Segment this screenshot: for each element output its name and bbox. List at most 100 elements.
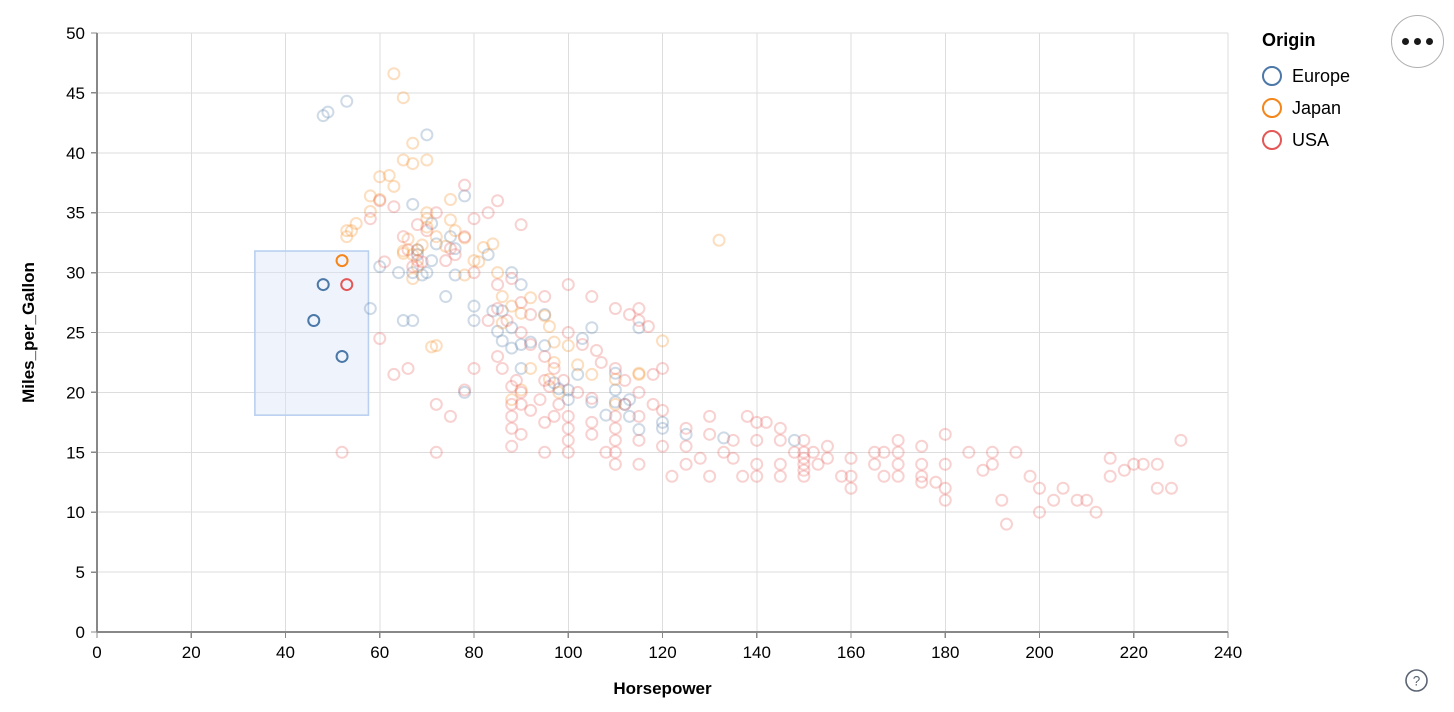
- data-point[interactable]: [448, 268, 462, 282]
- data-point[interactable]: [632, 366, 646, 380]
- data-point[interactable]: [679, 427, 693, 441]
- data-point[interactable]: [500, 314, 514, 328]
- data-point[interactable]: [599, 408, 613, 422]
- data-point[interactable]: [491, 324, 505, 338]
- data-point[interactable]: [585, 427, 599, 441]
- data-point[interactable]: [505, 299, 519, 313]
- data-point[interactable]: [656, 439, 669, 453]
- data-point[interactable]: [665, 469, 679, 483]
- data-point[interactable]: [316, 109, 330, 123]
- data-point[interactable]: [618, 373, 632, 387]
- data-point[interactable]: [547, 335, 561, 349]
- data-point[interactable]: [844, 451, 858, 465]
- data-point[interactable]: [1056, 481, 1070, 495]
- data-point[interactable]: [458, 189, 472, 203]
- legend-item-japan[interactable]: Japan: [1262, 92, 1432, 124]
- data-point[interactable]: [396, 314, 410, 328]
- data-point[interactable]: [844, 469, 858, 483]
- data-point[interactable]: [420, 220, 434, 234]
- data-point[interactable]: [406, 272, 420, 286]
- data-point[interactable]: [406, 136, 420, 150]
- data-point[interactable]: [387, 179, 401, 193]
- data-point[interactable]: [632, 321, 646, 335]
- data-point[interactable]: [429, 230, 443, 244]
- data-point[interactable]: [868, 457, 882, 471]
- data-point[interactable]: [514, 278, 528, 292]
- data-point[interactable]: [985, 457, 999, 471]
- data-point[interactable]: [1103, 469, 1117, 483]
- data-point[interactable]: [561, 433, 575, 447]
- data-point[interactable]: [608, 421, 622, 435]
- data-point[interactable]: [820, 439, 834, 453]
- data-point[interactable]: [491, 266, 505, 280]
- data-point[interactable]: [561, 383, 575, 397]
- data-point[interactable]: [773, 421, 787, 435]
- data-point[interactable]: [524, 337, 538, 351]
- data-point[interactable]: [472, 255, 486, 269]
- data-point[interactable]: [505, 409, 519, 423]
- data-point[interactable]: [524, 403, 538, 417]
- data-point[interactable]: [797, 433, 811, 447]
- data-point[interactable]: [995, 493, 1009, 507]
- data-point[interactable]: [632, 423, 646, 437]
- data-point[interactable]: [750, 415, 764, 429]
- data-point[interactable]: [387, 67, 401, 81]
- data-point[interactable]: [797, 469, 811, 483]
- data-point[interactable]: [835, 469, 849, 483]
- data-point[interactable]: [712, 233, 726, 247]
- data-point[interactable]: [321, 105, 335, 119]
- data-point[interactable]: [608, 397, 622, 411]
- data-point[interactable]: [425, 340, 439, 354]
- data-point[interactable]: [985, 445, 999, 459]
- legend-item-europe[interactable]: Europe: [1262, 60, 1432, 92]
- data-point[interactable]: [585, 367, 599, 381]
- data-point[interactable]: [561, 393, 575, 407]
- data-point[interactable]: [396, 244, 410, 258]
- data-point[interactable]: [750, 469, 764, 483]
- data-point[interactable]: [561, 421, 575, 435]
- data-point[interactable]: [420, 224, 434, 238]
- data-point[interactable]: [608, 383, 622, 397]
- data-point[interactable]: [373, 331, 387, 345]
- data-point[interactable]: [585, 321, 599, 335]
- data-point[interactable]: [340, 224, 354, 238]
- data-point[interactable]: [505, 266, 519, 280]
- data-point[interactable]: [632, 367, 646, 381]
- data-point[interactable]: [467, 266, 481, 280]
- data-point[interactable]: [429, 206, 443, 220]
- data-point[interactable]: [787, 445, 801, 459]
- brush-selection-rect[interactable]: [254, 250, 370, 416]
- scatter-plot-svg[interactable]: 0 20 40 60 80 100 120 140 160 180 200 220 240 0 5 10 15 2…: [0, 0, 1250, 712]
- data-point[interactable]: [656, 421, 669, 435]
- data-point[interactable]: [514, 337, 528, 351]
- data-point[interactable]: [448, 248, 462, 262]
- data-point[interactable]: [585, 391, 599, 405]
- data-point[interactable]: [773, 433, 787, 447]
- data-point[interactable]: [632, 302, 646, 316]
- data-point[interactable]: [410, 243, 424, 257]
- data-point[interactable]: [717, 431, 731, 445]
- data-point[interactable]: [349, 216, 363, 230]
- data-point[interactable]: [392, 266, 406, 280]
- data-point[interactable]: [458, 385, 472, 399]
- data-point[interactable]: [429, 339, 443, 353]
- data-point[interactable]: [1089, 505, 1103, 519]
- data-point[interactable]: [340, 94, 354, 108]
- data-point[interactable]: [1136, 457, 1150, 471]
- data-point[interactable]: [632, 385, 646, 399]
- data-point[interactable]: [608, 409, 622, 423]
- data-point[interactable]: [363, 302, 377, 316]
- data-point[interactable]: [363, 212, 377, 226]
- data-point[interactable]: [505, 421, 519, 435]
- data-point[interactable]: [585, 290, 599, 304]
- data-point[interactable]: [656, 334, 669, 348]
- data-point[interactable]: [307, 314, 321, 328]
- data-point[interactable]: [363, 189, 377, 203]
- selected-points[interactable]: [307, 254, 354, 363]
- data-point[interactable]: [632, 409, 646, 423]
- data-point[interactable]: [811, 457, 825, 471]
- data-point[interactable]: [552, 385, 566, 399]
- data-point[interactable]: [505, 397, 519, 411]
- data-point[interactable]: [335, 254, 349, 268]
- data-point[interactable]: [1047, 493, 1061, 507]
